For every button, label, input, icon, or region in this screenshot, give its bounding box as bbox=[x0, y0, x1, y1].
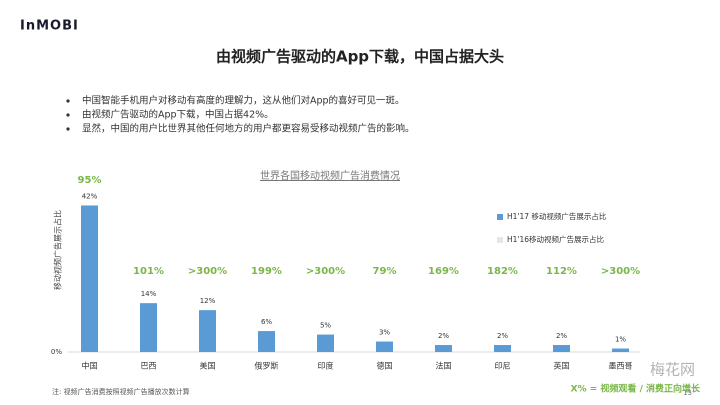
bar bbox=[494, 345, 511, 352]
y-axis-title: 移动视频广告展示占比 bbox=[53, 210, 63, 290]
growth-note: X% = 视频观看 / 消费正向增长 bbox=[571, 383, 701, 395]
x-tick-label: 印尼 bbox=[495, 362, 511, 371]
chart-title: 世界各国移动视频广告消费情况 bbox=[260, 169, 400, 182]
growth-label: 101% bbox=[133, 266, 164, 277]
data-label: 14% bbox=[141, 290, 157, 298]
x-tick-label: 巴西 bbox=[141, 362, 157, 371]
watermark: 梅花网 bbox=[650, 361, 695, 379]
growth-label: 199% bbox=[251, 266, 282, 277]
data-label: 3% bbox=[379, 329, 390, 337]
footnote: 注: 视频广告消费按照视频广告播放次数计算 bbox=[52, 387, 190, 396]
x-tick-label: 美国 bbox=[200, 361, 216, 371]
data-label: 1% bbox=[615, 336, 626, 344]
data-label: 42% bbox=[82, 192, 98, 200]
legend-swatch bbox=[497, 237, 503, 243]
y-tick-label: 0% bbox=[51, 348, 62, 356]
growth-label: 169% bbox=[428, 266, 459, 277]
legend-label: H1'17 移动视频广告展示占比 bbox=[507, 211, 607, 221]
bar bbox=[140, 303, 157, 352]
data-label: 2% bbox=[438, 332, 449, 340]
plot: 0% 中国 42% 95% 巴西 14% 101% 美国 12% >300% 俄罗斯 6% 199% 印度… bbox=[51, 175, 640, 371]
data-label: 12% bbox=[200, 297, 216, 305]
x-tick-label: 中国 bbox=[82, 361, 98, 371]
growth-label: 112% bbox=[546, 266, 577, 277]
data-label: 6% bbox=[261, 318, 272, 326]
bar bbox=[317, 334, 334, 352]
data-label: 2% bbox=[556, 332, 567, 340]
x-tick-label: 德国 bbox=[377, 361, 393, 371]
growth-label: 182% bbox=[487, 266, 518, 277]
x-tick-label: 英国 bbox=[554, 361, 570, 371]
growth-label: >300% bbox=[188, 266, 227, 277]
x-tick-label: 法国 bbox=[436, 361, 452, 371]
x-tick-label: 俄罗斯 bbox=[255, 361, 279, 371]
x-tick-label: 墨西哥 bbox=[609, 362, 633, 371]
bar bbox=[199, 310, 216, 352]
bullet-dot bbox=[66, 99, 70, 103]
bullet-text: 由视频广告驱动的App下载，中国占据42%。 bbox=[82, 109, 274, 121]
growth-label: >300% bbox=[306, 266, 345, 277]
growth-label: 95% bbox=[78, 175, 102, 186]
bullet-text: 显然，中国的用户比世界其他任何地方的用户都更容易受移动视频广告的影响。 bbox=[82, 123, 415, 135]
bullet-dot bbox=[66, 127, 70, 131]
bullet-list: 中国智能手机用户对移动有高度的理解力，这从他们对App的喜好可见一斑。由视频广告… bbox=[66, 95, 415, 135]
growth-label: 79% bbox=[373, 266, 397, 277]
bar bbox=[258, 331, 275, 352]
bar bbox=[376, 341, 393, 352]
legend-swatch bbox=[497, 214, 503, 220]
bullet-dot bbox=[66, 113, 70, 117]
x-tick-label: 印度 bbox=[318, 361, 334, 371]
growth-label: >300% bbox=[601, 266, 640, 277]
bullet-text: 中国智能手机用户对移动有高度的理解力，这从他们对App的喜好可见一斑。 bbox=[82, 95, 405, 107]
logo: InMOBI bbox=[20, 19, 79, 34]
slide-title: 由视频广告驱动的App下载，中国占据大头 bbox=[216, 48, 504, 66]
data-label: 5% bbox=[320, 322, 331, 330]
bar bbox=[81, 205, 98, 352]
bar bbox=[612, 348, 629, 352]
bar bbox=[553, 345, 570, 352]
page-number: 13 bbox=[683, 389, 692, 397]
legend-label: H1'16移动视频广告展示占比 bbox=[507, 234, 605, 244]
data-label: 2% bbox=[497, 332, 508, 340]
bar bbox=[435, 345, 452, 352]
